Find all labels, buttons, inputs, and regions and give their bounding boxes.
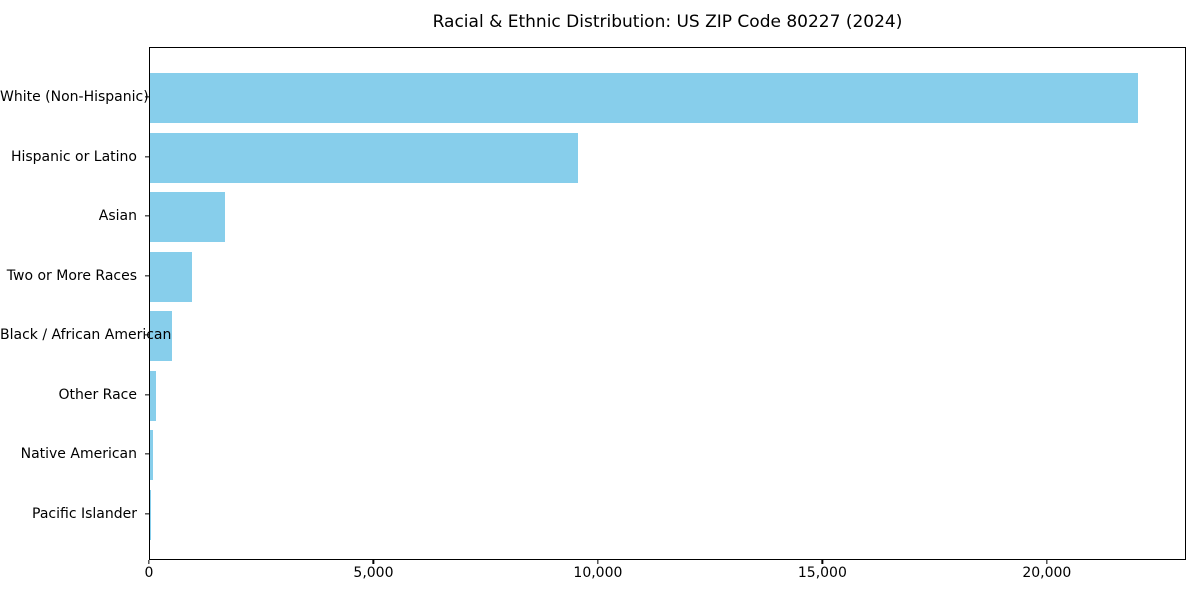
x-tick-label: 10,000 xyxy=(573,565,623,581)
bar xyxy=(150,73,1138,123)
chart-title: Racial & Ethnic Distribution: US ZIP Cod… xyxy=(432,12,903,32)
y-axis-label: Two or More Races xyxy=(6,267,137,284)
bar xyxy=(150,430,154,480)
y-axis-label: Asian xyxy=(98,208,137,224)
y-tick xyxy=(145,155,149,158)
y-axis-label: White (Non-Hispanic) xyxy=(0,89,149,105)
bar xyxy=(150,370,156,421)
x-tick-label: 0 xyxy=(144,565,154,581)
x-tick-label: 20,000 xyxy=(1022,565,1072,581)
x-tick-label: 15,000 xyxy=(797,565,847,581)
y-axis-label: Native American xyxy=(20,446,137,462)
y-tick xyxy=(145,334,149,336)
plot-area xyxy=(149,47,1186,560)
x-tick xyxy=(148,560,150,564)
x-tick-label: 5,000 xyxy=(353,565,394,581)
bar xyxy=(150,251,192,302)
y-tick xyxy=(145,393,149,396)
x-tick xyxy=(597,560,599,564)
y-axis-label: Hispanic or Latino xyxy=(10,148,137,165)
y-tick xyxy=(145,215,149,217)
y-axis-label: Other Race xyxy=(58,386,137,403)
x-tick xyxy=(1046,560,1048,564)
x-tick xyxy=(821,560,824,564)
y-axis-label: Black / African American xyxy=(0,327,172,343)
y-tick xyxy=(145,96,149,98)
x-tick xyxy=(372,560,375,564)
y-tick xyxy=(145,274,149,277)
y-axis-label: Pacific Islander xyxy=(32,505,137,522)
bar xyxy=(150,132,578,183)
bar xyxy=(150,311,172,361)
bar xyxy=(150,192,226,242)
y-tick xyxy=(145,453,149,455)
y-tick xyxy=(145,512,149,515)
